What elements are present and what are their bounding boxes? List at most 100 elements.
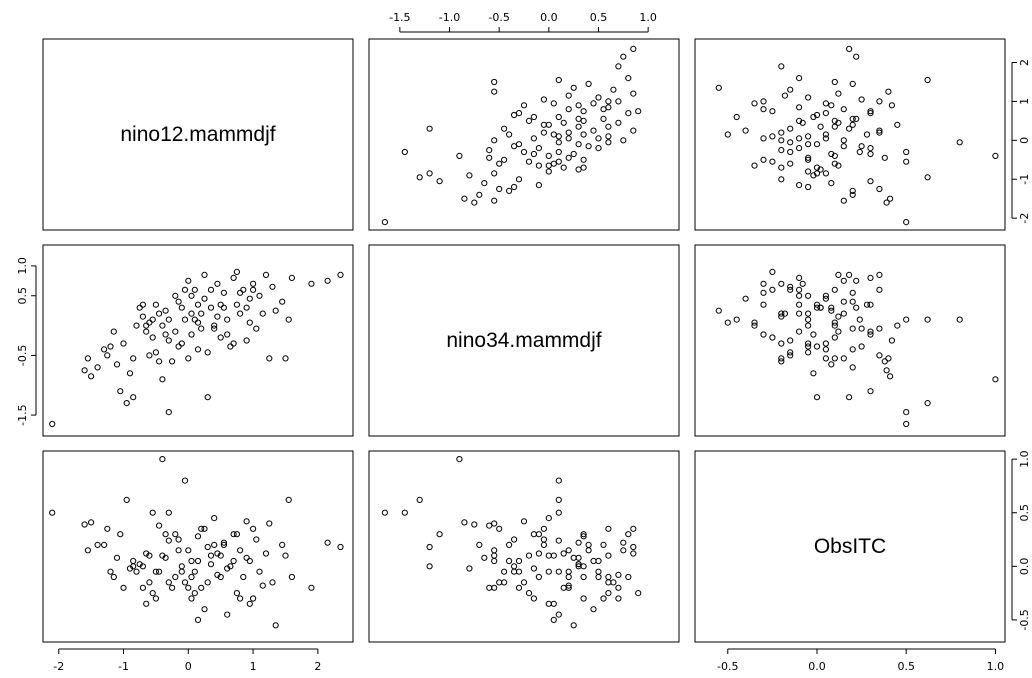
point-1-0-33 xyxy=(194,346,202,353)
point-0-2-61 xyxy=(778,63,785,70)
point-1-0-83 xyxy=(259,310,266,317)
point-1-0-46 xyxy=(237,310,244,317)
point-0-1-12 xyxy=(466,172,473,179)
point-0-1-33 xyxy=(506,131,513,138)
point-0-1-65 xyxy=(580,156,587,163)
point-2-0-90 xyxy=(201,525,208,532)
point-0-1-53 xyxy=(630,90,637,97)
point-2-1-51 xyxy=(540,536,548,543)
point-1-2-88 xyxy=(822,340,830,347)
point-0-2-88 xyxy=(822,110,830,117)
point-0-2-75 xyxy=(813,164,821,171)
point-2-1-65 xyxy=(580,595,587,602)
point-1-2-13 xyxy=(813,394,821,401)
point-2-0-44 xyxy=(230,531,237,538)
point-0-1-19 xyxy=(525,158,533,165)
panel-0-2 xyxy=(694,38,1006,231)
point-1-2-20 xyxy=(805,349,812,356)
point-2-0-70 xyxy=(194,533,202,540)
point-2-1-33 xyxy=(506,557,513,565)
point-0-2-26 xyxy=(867,145,874,152)
point-2-0-58 xyxy=(282,552,289,559)
point-0-1-87 xyxy=(565,129,572,136)
point-2-0-41 xyxy=(220,541,227,549)
point-2-1-97 xyxy=(575,554,582,561)
point-1-2-67 xyxy=(778,358,785,365)
point-2-0-9 xyxy=(110,573,117,581)
point-2-0-37 xyxy=(207,561,215,568)
point-0-2-51 xyxy=(858,96,865,103)
point-2-0-71 xyxy=(204,579,211,586)
point-2-1-20 xyxy=(501,568,508,575)
point-0-2-41 xyxy=(849,115,856,123)
point-1-2-1 xyxy=(883,367,890,374)
point-0-1-91 xyxy=(600,106,607,113)
point-1-0-88 xyxy=(230,340,237,347)
point-2-1-78 xyxy=(550,600,557,607)
point-0-2-27 xyxy=(840,143,847,150)
point-0-2-79 xyxy=(822,170,830,177)
point-1-0-73 xyxy=(224,331,231,338)
point-1-0-85 xyxy=(149,316,156,323)
panel-1-1 xyxy=(368,244,680,437)
point-1-2-59 xyxy=(924,316,931,323)
nino34-left-tick-label: 1.0 xyxy=(16,257,29,275)
point-1-2-66 xyxy=(831,322,838,329)
point-1-0-68 xyxy=(178,304,185,311)
point-2-0-52 xyxy=(256,568,263,575)
point-0-1-25 xyxy=(520,148,528,156)
point-1-0-81 xyxy=(191,316,198,323)
point-0-1-92 xyxy=(565,154,572,161)
point-2-1-92 xyxy=(565,568,572,575)
point-2-0-60 xyxy=(288,573,295,581)
point-0-1-1 xyxy=(471,199,478,206)
point-2-0-95 xyxy=(175,536,182,543)
point-1-2-58 xyxy=(831,355,838,362)
point-2-1-34 xyxy=(540,525,548,532)
point-1-0-43 xyxy=(227,343,234,350)
point-2-1-12 xyxy=(466,565,473,572)
point-2-0-45 xyxy=(233,590,240,597)
point-2-1-16 xyxy=(560,584,567,591)
point-0-1-4 xyxy=(476,191,483,198)
point-2-1-82 xyxy=(575,539,582,546)
point-2-1-94 xyxy=(595,557,602,565)
point-1-2-98 xyxy=(835,328,842,335)
point-0-1-70 xyxy=(580,131,587,138)
point-1-0-78 xyxy=(246,319,253,326)
obsitc-right-tick-label: 1.0 xyxy=(1018,450,1031,468)
point-2-1-45 xyxy=(635,590,642,597)
point-2-0-47 xyxy=(240,573,247,581)
point-2-0-3 xyxy=(84,547,92,554)
point-2-1-2 xyxy=(461,519,468,526)
point-1-0-14 xyxy=(133,322,140,329)
point-0-1-36 xyxy=(426,125,433,132)
variable-label-obsitc: ObsITC xyxy=(814,535,886,558)
point-1-0-87 xyxy=(198,310,205,317)
nino12-right-tick-label: -1 xyxy=(1018,174,1031,185)
point-2-1-77 xyxy=(605,552,612,559)
point-0-1-3 xyxy=(491,197,498,204)
point-2-0-36 xyxy=(204,543,211,551)
point-0-2-84 xyxy=(778,176,785,183)
point-0-2-97 xyxy=(828,102,835,109)
point-1-0-4 xyxy=(94,364,101,371)
point-0-2-21 xyxy=(881,154,888,161)
point-2-0-28 xyxy=(178,568,185,575)
point-1-0-15 xyxy=(136,304,143,311)
point-2-0-81 xyxy=(191,568,198,575)
point-0-2-90 xyxy=(876,127,883,134)
point-1-2-77 xyxy=(831,286,838,293)
point-0-2-18 xyxy=(831,160,838,167)
point-1-0-34 xyxy=(198,325,205,332)
point-2-0-87 xyxy=(198,584,205,591)
point-0-1-20 xyxy=(501,156,508,163)
point-1-2-90 xyxy=(876,271,883,278)
point-2-0-5 xyxy=(101,541,108,549)
point-1-0-30 xyxy=(185,355,192,362)
point-2-0-66 xyxy=(159,552,166,559)
point-1-2-56 xyxy=(715,307,722,314)
point-1-0-97 xyxy=(243,304,250,311)
point-0-1-55 xyxy=(610,86,617,93)
point-2-0-92 xyxy=(156,568,163,575)
